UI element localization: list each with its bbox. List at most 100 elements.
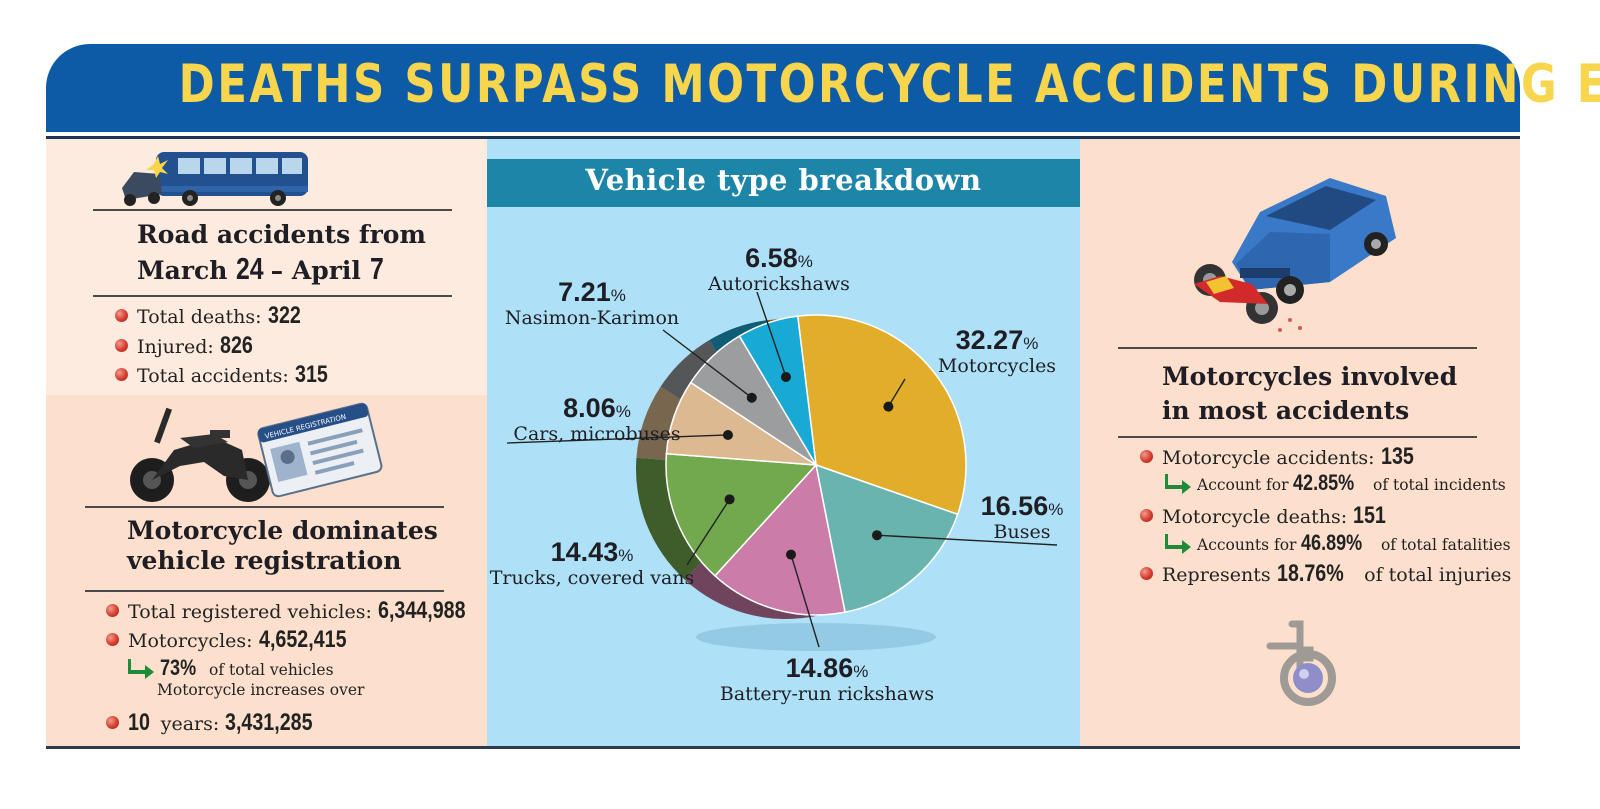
heading-day: 24	[236, 251, 264, 286]
share-value: 42.85%	[1293, 470, 1355, 495]
stat-registered-vehicles: Total registered vehicles: 6,344,988	[106, 598, 485, 625]
slice-unit: %	[616, 402, 631, 421]
stat-injured: Injured: 826	[115, 333, 260, 360]
arrow-icon	[128, 659, 154, 679]
slice-marker	[780, 371, 791, 382]
pie-slice-motorcycles	[796, 314, 967, 516]
motorcycles-involved-heading: Motorcycles involved in most accidents	[1162, 360, 1457, 428]
vehicle-type-pie-chart: 32.27%Motorcycles16.56%Buses14.86%Batter…	[490, 243, 1064, 705]
slice-marker	[724, 494, 735, 505]
stat-total-deaths: Total deaths: 322	[115, 303, 308, 330]
slice-unit: %	[611, 286, 626, 305]
slice-value: 14.43	[551, 537, 619, 567]
slice-value-label: 32.27%	[956, 325, 1039, 355]
stat-value: 315	[294, 361, 328, 388]
share-value: 73%	[160, 655, 197, 680]
share-text: of total vehicles	[208, 661, 334, 679]
divider	[1118, 436, 1477, 438]
share-text: of total fatalities	[1380, 536, 1511, 554]
slice-category-label: Trucks, covered vans	[490, 567, 695, 589]
stat-label: Represents	[1162, 564, 1271, 586]
slice-value-label: 7.21%	[558, 277, 626, 307]
divider	[93, 209, 452, 211]
heading-line: in most accidents	[1162, 396, 1410, 425]
slice-marker	[871, 530, 882, 541]
heading-month: – April	[270, 256, 361, 285]
slice-marker	[722, 429, 733, 440]
stat-value: 135	[1380, 443, 1414, 470]
title-banner: DEATHS SURPASS MOTORCYCLE ACCIDENTS DURI…	[46, 44, 1600, 132]
chart-title: Vehicle type breakdown	[585, 163, 982, 197]
divider	[85, 590, 444, 592]
bullet-icon	[1140, 567, 1153, 580]
slice-category-label: Nasimon-Karimon	[505, 307, 679, 329]
slice-marker	[785, 549, 796, 560]
slice-value: 32.27	[956, 325, 1024, 355]
leader-line	[506, 434, 729, 444]
deaths-share: Accounts for 46.89% of total fatalities	[1165, 532, 1511, 556]
stat-value: 322	[267, 302, 301, 329]
slice-value-label: 6.58%	[745, 243, 813, 273]
slice-value-label: 14.43%	[551, 537, 634, 567]
bus-crash-icon	[122, 152, 308, 206]
pie-slice-battery-run-rickshaws	[713, 463, 846, 616]
slice-unit: %	[618, 546, 633, 565]
title-underline	[46, 136, 1520, 139]
divider	[93, 295, 452, 297]
heading-month: March	[137, 256, 228, 285]
stat-value: 151	[1353, 502, 1387, 529]
stat-label: Total registered vehicles:	[128, 601, 372, 623]
slice-category-label: Autorickshaws	[707, 273, 850, 295]
slice-value: 16.56	[981, 491, 1049, 521]
stat-injuries-share: Represents 18.76% of total injuries	[1140, 561, 1511, 588]
stat-label: Total accidents:	[137, 365, 289, 387]
leader-line	[876, 534, 1058, 546]
stat-label: Total deaths:	[137, 306, 262, 328]
stat-motorcycles: Motorcycles: 4,652,415	[106, 627, 365, 654]
bullet-icon	[1140, 509, 1153, 522]
leader-line	[756, 291, 787, 378]
leader-line	[686, 498, 731, 566]
page-title: DEATHS SURPASS MOTORCYCLE ACCIDENTS DURI…	[178, 54, 1600, 115]
stat-motorcycle-accidents: Motorcycle accidents: 135	[1140, 444, 1421, 471]
slice-unit: %	[1023, 334, 1038, 353]
share-value: 46.89%	[1301, 530, 1363, 555]
increase-text: Motorcycle increases over	[157, 681, 365, 699]
slice-unit: %	[798, 252, 813, 271]
stat-value: 4,652,415	[258, 626, 347, 653]
motorcycle-registration-icon: VEHICLE REGISTRATION	[130, 402, 383, 502]
slice-marker	[883, 401, 894, 412]
slice-value-label: 14.86%	[786, 653, 869, 683]
stat-value: 18.76%	[1276, 560, 1344, 587]
stat-label: years:	[160, 713, 220, 735]
heading-dates: March 24– April 7	[137, 252, 426, 288]
chart-header: Vehicle type breakdown	[487, 159, 1080, 207]
slice-value: 7.21	[558, 277, 611, 307]
heading-line: Motorcycle dominates	[127, 516, 438, 545]
divider	[1118, 347, 1477, 349]
leader-line	[790, 554, 820, 648]
publisher-logo-icon	[1266, 620, 1336, 706]
pie-slice-trucks-covered-vans	[665, 452, 818, 577]
registration-heading: Motorcycle dominates vehicle registratio…	[127, 516, 438, 576]
share-text: of total incidents	[1373, 476, 1506, 494]
stat-motorcycle-deaths: Motorcycle deaths: 151	[1140, 503, 1393, 530]
bullet-icon	[115, 339, 128, 352]
slice-value-label: 16.56%	[981, 491, 1064, 521]
bullet-icon	[106, 604, 119, 617]
stat-label: Motorcycles:	[128, 630, 253, 652]
bottom-rule	[46, 746, 1520, 749]
stat-label: Motorcycle deaths:	[1162, 506, 1348, 528]
bullet-icon	[106, 716, 119, 729]
stat-value: 6,344,988	[377, 597, 466, 624]
slice-category-label: Motorcycles	[938, 355, 1056, 377]
heading-line: Road accidents from	[137, 220, 426, 249]
bullet-icon	[115, 309, 128, 322]
road-accidents-heading: Road accidents from March 24– April 7	[137, 218, 426, 288]
stat-total-accidents: Total accidents: 315	[115, 362, 335, 389]
slice-category-label: Battery-run rickshaws	[720, 683, 934, 705]
heading-day: 7	[369, 251, 384, 286]
bullet-icon	[1140, 450, 1153, 463]
heading-line: vehicle registration	[127, 546, 402, 575]
bullet-icon	[106, 633, 119, 646]
